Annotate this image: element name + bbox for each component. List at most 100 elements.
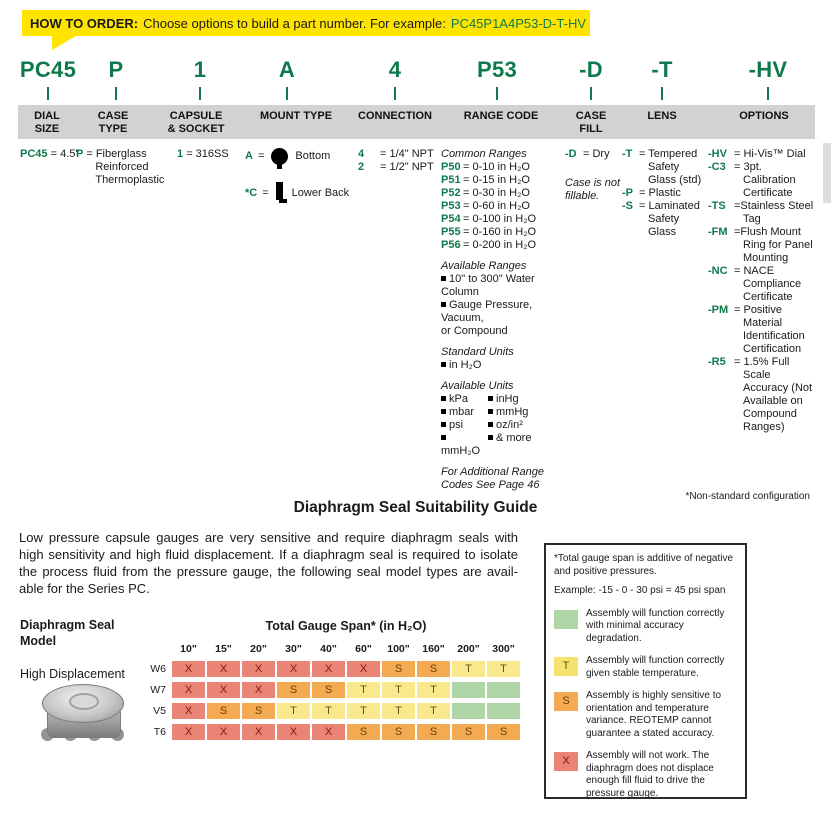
option-line: =Stainless Steel [734, 200, 814, 212]
option-code: -HV [708, 148, 727, 160]
column-header-bar [18, 105, 815, 139]
case-fill-code: -D [565, 148, 577, 160]
bullet-square-icon [441, 276, 446, 281]
range-bullet-text: & more [488, 432, 531, 458]
mount-type-detail: A = Bottom *C = Lower Back [245, 148, 349, 204]
part-code-tick [47, 87, 49, 100]
bullet-square-icon [488, 435, 493, 440]
table-cell: X [207, 724, 240, 740]
case-fill-heading: fillable. [565, 190, 600, 202]
part-code: PC45 [19, 57, 77, 82]
connection-option: 4 = 1/4" NPT [358, 148, 434, 161]
range-bullet-text: 10" to 300" Water Column [441, 273, 535, 298]
option-line: Compound [743, 408, 797, 420]
range-line: or Compound [441, 325, 508, 337]
range-bullet-text: kPa [441, 393, 488, 406]
bullet-square-icon [441, 302, 446, 307]
range-heading: Available Ranges [441, 260, 527, 272]
legend-note-span: *Total gauge span is additive of negativ… [554, 553, 734, 577]
dial-value: = 4.5" [50, 148, 80, 160]
legend-note-example: Example: -15 - 0 - 30 psi = 45 psi span [554, 585, 726, 596]
option-lines: = Positive Material Identification Certific… [734, 304, 805, 356]
option-item: -NC = NACE Compliance Certificate [708, 265, 824, 304]
table-column-header: 300" [492, 643, 515, 655]
lens-code: -S [622, 200, 633, 212]
part-code: -HV [748, 57, 788, 82]
option-line: Material [743, 317, 783, 329]
connection-detail: 4 = 1/4" NPT 2 = 1/2" NPT [358, 148, 434, 174]
lens-code: -T [622, 148, 633, 160]
case-fill-value: = Dry [583, 148, 610, 160]
table-column-header: 160" [422, 643, 445, 655]
table-cell: T [487, 661, 520, 677]
part-code: -T [651, 57, 673, 82]
option-line: =Flush Mount [734, 226, 801, 238]
bullet-square-icon [488, 422, 493, 427]
range-unit: psi [449, 419, 464, 431]
lens-code: -P [622, 187, 633, 199]
banner-text: Choose options to build a part number. F… [143, 15, 446, 31]
part-code: -D [579, 57, 603, 82]
range-bullet-line: 10" to 300" Water Column [441, 273, 561, 299]
table-cell: S [207, 703, 240, 719]
range-code-line: P50 = 0-10 in H₂O [441, 161, 561, 174]
connection-code: 4 [358, 148, 365, 160]
range-bullet-text: psi [441, 419, 488, 432]
part-code-tick [115, 87, 117, 100]
part-code: P [108, 57, 124, 82]
table-column-header: 200" [457, 643, 480, 655]
legend-description: Assembly will not work. The diaphragm do… [586, 750, 714, 799]
paragraph-line: the process fluid from the pressure gaug… [19, 564, 518, 579]
table-cell: T [382, 703, 415, 719]
table-cell [487, 703, 520, 719]
range-heading: For Additional Range [441, 466, 544, 478]
part-code: A [278, 57, 296, 82]
range-code: P55 [441, 226, 461, 238]
mount-label: Lower Back [291, 186, 350, 199]
column-header: OPTIONS [739, 110, 789, 122]
option-line: Compliance [743, 278, 802, 290]
bottom-mount-icon [271, 148, 289, 169]
table-cell: X [242, 682, 275, 698]
paragraph-line: high sensitivity and high fluid displace… [19, 547, 518, 562]
table-cell: S [452, 724, 485, 740]
table-cell: X [172, 682, 205, 698]
table-cell: X [277, 661, 310, 677]
range-code: P50 [441, 161, 461, 173]
table-cell: T [347, 682, 380, 698]
option-line: = 1.5% Full [734, 356, 790, 368]
table-column-header: 40" [320, 643, 337, 655]
lens-item: -T = Tempered Safety Glass (std) [622, 148, 701, 187]
table-cell [452, 682, 485, 698]
option-lines: = Hi-Vis™ Dial [734, 148, 806, 161]
column-header: DIAL SIZE [34, 110, 60, 135]
option-lines: = NACE Compliance Certificate [734, 265, 801, 304]
option-code: -FM [708, 226, 728, 238]
diaphragm-seal-photo [40, 683, 126, 745]
option-item: -PM = Positive Material Identification Certi… [708, 304, 824, 356]
equals-sign: = [257, 150, 265, 162]
table-cell: T [417, 682, 450, 698]
option-lines: =Stainless Steel Tag [734, 200, 813, 226]
column-header: CONNECTION [358, 110, 432, 122]
table-cell [487, 682, 520, 698]
range-bullet-text: in H₂O [449, 359, 482, 371]
range-unit: mbar [449, 406, 475, 418]
bullet-square-icon [441, 396, 446, 401]
column-header: CASE TYPE [97, 110, 129, 135]
range-value: = 0-60 in H₂O [463, 200, 530, 212]
case-fill-code-line: -D = Dry [565, 148, 620, 161]
diaphragm-seal-model-label: Diaphragm Seal Model [20, 618, 115, 648]
range-heading: Available Units [441, 380, 514, 392]
option-line: Identification [743, 330, 805, 342]
range-unit: & more [496, 432, 532, 444]
range-bullet-pair: psi oz/in² [441, 419, 561, 432]
part-code-tick [496, 87, 498, 100]
case-type-line: Reinforced [95, 161, 149, 173]
table-cell [452, 703, 485, 719]
legend-description: Assembly is highly sensitive to orientat… [586, 690, 722, 739]
option-line: Ring for Panel [743, 239, 813, 251]
option-line: Certificate [743, 187, 793, 199]
table-cell: S [382, 661, 415, 677]
column-header: RANGE CODE [463, 110, 539, 122]
